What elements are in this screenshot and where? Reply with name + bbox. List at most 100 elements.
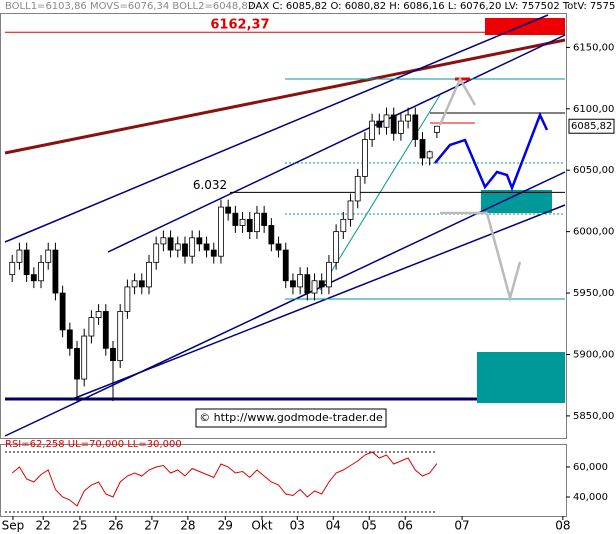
x-tick-label: 04 [326, 519, 341, 533]
x-tick-label: 22 [36, 519, 51, 533]
candle-body [66, 329, 73, 349]
candle-body [196, 237, 203, 245]
candle-body [153, 243, 160, 263]
trend-line [107, 34, 566, 253]
candle-body [95, 311, 102, 319]
indicator-header: BOLL1=6103,86 MOVS=6076,34 BOLL2=6048,82 [5, 1, 254, 12]
candle-body [318, 280, 325, 288]
candle-body [30, 274, 37, 282]
candle-body [146, 261, 152, 288]
x-tick-label: 08 [555, 519, 570, 533]
quote-header: DAX C: 6085,82 O: 6080,82 H: 6086,16 L: … [248, 1, 616, 12]
last-price-box [568, 118, 615, 134]
candle-body [88, 317, 95, 337]
x-tick-label: 29 [218, 519, 233, 533]
candle-body [254, 212, 260, 233]
copyright: © http://www.godmode-trader.de [199, 411, 383, 424]
x-tick-label: Okt [251, 519, 272, 533]
support-zone [477, 352, 565, 403]
x-tick-label: 28 [180, 519, 195, 533]
candle-body [426, 151, 433, 159]
y-tick-label: 6050,00 [573, 165, 614, 176]
candle-body [74, 347, 80, 380]
rsi-line [11, 451, 438, 507]
candle-body [81, 335, 88, 380]
candle-body [225, 206, 232, 214]
candle-body [45, 249, 52, 263]
candle-body [419, 139, 426, 159]
candle-body [397, 120, 404, 134]
x-tick-label: Sep [2, 519, 25, 533]
last-price-label: 6085,82 [571, 121, 612, 132]
y-tick-label: 6000,00 [573, 227, 614, 238]
candle-body [102, 311, 109, 349]
candle-body [390, 114, 397, 134]
y-tick-label: 5850,00 [573, 411, 614, 422]
candle-body [232, 212, 239, 226]
projection [440, 211, 522, 303]
trend-line [4, 171, 566, 437]
candle-body [268, 225, 275, 245]
candle-body [290, 280, 296, 288]
y-tick-label: 6150,00 [573, 42, 614, 53]
projection [434, 111, 549, 192]
x-tick-label: 06 [398, 519, 413, 533]
candle-body [246, 218, 253, 233]
candle-body [38, 261, 44, 282]
candle-body [354, 175, 361, 202]
candle-body [124, 286, 131, 312]
candle-body [239, 218, 246, 226]
candle-body [160, 237, 167, 245]
rsi-label: RSI=62,258 UL=70,000 LL=30,000 [5, 439, 182, 450]
x-tick-label: 27 [144, 519, 159, 533]
candle-body [311, 280, 318, 294]
level-label: 6162,37 [210, 18, 269, 33]
x-tick-label: 25 [72, 519, 87, 533]
y-tick-label: 5950,00 [573, 288, 614, 299]
candle-body [261, 212, 268, 226]
candle-body [333, 231, 340, 263]
price-panel [0, 13, 567, 439]
trend-line [4, 14, 549, 243]
candle-body [405, 114, 411, 122]
candle-body [362, 139, 368, 177]
candle-body [297, 274, 304, 288]
candle-body [326, 261, 332, 288]
candle-body [433, 125, 440, 133]
annotations [4, 14, 566, 437]
candle-body [210, 249, 217, 257]
candle-body [16, 249, 23, 263]
y-tick-label: 6100,00 [573, 104, 614, 115]
candle-body [131, 280, 138, 288]
x-tick-label: 26 [108, 519, 123, 533]
candle-body [167, 237, 174, 251]
y-tick-label: 5900,00 [573, 349, 614, 360]
candle-body [218, 206, 224, 257]
rsi-tick-label: 40,000 [573, 492, 608, 503]
candle-body [282, 249, 289, 282]
rsi-panel [0, 444, 567, 517]
candle-body [110, 347, 116, 362]
trend-line [69, 204, 566, 401]
x-tick-label: 07 [454, 519, 469, 533]
projection [438, 76, 477, 126]
x-tick-label: 03 [290, 519, 305, 533]
support-zone [481, 190, 552, 213]
candle-body [347, 200, 354, 220]
candle-body [340, 218, 347, 233]
rsi-tick-label: 60,000 [573, 462, 608, 473]
target-zone [485, 18, 565, 35]
candle-body [203, 243, 210, 251]
candle-body [304, 274, 311, 294]
candle-body [23, 249, 30, 276]
candle-body [9, 261, 16, 276]
candle-body [383, 114, 390, 128]
copyright-box [195, 408, 387, 428]
candle-body [369, 120, 376, 140]
x-tick-label: 05 [362, 519, 377, 533]
level-label: 6.032 [193, 178, 227, 192]
candle-body [376, 120, 383, 128]
